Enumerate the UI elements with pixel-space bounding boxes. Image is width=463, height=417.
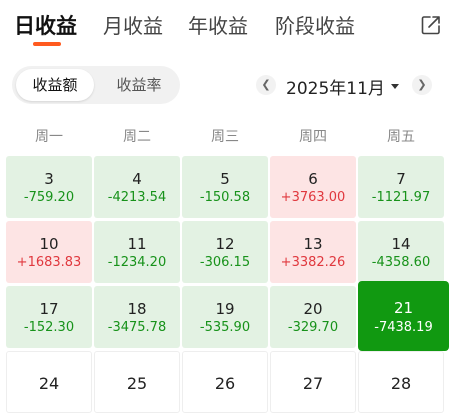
day-profit: -150.58 (199, 190, 251, 205)
day-number: 21 (393, 299, 414, 317)
day-number: 25 (126, 374, 148, 393)
day-number: 27 (302, 374, 324, 393)
calendar-day-cell[interactable]: 11 -1234.20 (94, 221, 180, 283)
day-profit: -759.20 (23, 190, 75, 205)
day-number: 18 (127, 300, 147, 318)
day-profit: -4213.54 (107, 190, 167, 205)
calendar-day-cell[interactable]: 18 -3475.78 (94, 286, 180, 348)
day-profit: +3763.00 (280, 190, 346, 205)
weekday-wed: 周三 (211, 129, 239, 145)
calendar-day-cell[interactable]: 17 -152.30 (6, 286, 92, 348)
tab-monthly-profit[interactable]: 月收益 (103, 14, 163, 38)
share-icon[interactable] (420, 14, 442, 36)
calendar-day-cell[interactable]: 6 +3763.00 (270, 156, 356, 218)
day-number: 28 (390, 374, 412, 393)
calendar-day-cell[interactable]: 27 (270, 351, 356, 413)
active-tab-indicator (33, 42, 61, 46)
calendar-day-cell[interactable]: 13 +3382.26 (270, 221, 356, 283)
calendar-day-cell[interactable]: 3 -759.20 (6, 156, 92, 218)
day-number: 14 (391, 235, 411, 253)
day-profit: -1121.97 (371, 190, 431, 205)
metric-toggle: 收益额 收益率 (12, 66, 180, 104)
day-number: 26 (214, 374, 236, 393)
day-profit: -7438.19 (374, 320, 433, 335)
day-number: 6 (308, 170, 318, 188)
calendar-day-cell[interactable]: 19 -535.90 (182, 286, 268, 348)
month-selector[interactable]: 2025年11月 (286, 79, 385, 99)
calendar-day-cell[interactable]: 20 -329.70 (270, 286, 356, 348)
weekday-thu: 周四 (299, 129, 327, 145)
day-profit: -152.30 (23, 320, 75, 335)
day-profit: +3382.26 (280, 255, 346, 270)
toggle-profit-amount[interactable]: 收益额 (16, 69, 94, 101)
caret-down-icon[interactable] (391, 84, 399, 89)
weekday-mon: 周一 (35, 129, 63, 145)
tab-daily-profit[interactable]: 日收益 (14, 14, 77, 38)
calendar-day-cell[interactable]: 5 -150.58 (182, 156, 268, 218)
calendar-day-cell[interactable]: 12 -306.15 (182, 221, 268, 283)
day-number: 4 (132, 170, 142, 188)
calendar-day-cell[interactable]: 14 -4358.60 (358, 221, 444, 283)
day-profit: -3475.78 (107, 320, 167, 335)
calendar-day-cell[interactable]: 24 (6, 351, 92, 413)
weekday-fri: 周五 (387, 129, 415, 145)
calendar-day-cell[interactable]: 10 +1683.83 (6, 221, 92, 283)
day-number: 7 (396, 170, 406, 188)
tab-yearly-profit[interactable]: 年收益 (188, 14, 248, 38)
chevron-right-icon[interactable]: ❯ (412, 75, 432, 95)
tab-period-profit[interactable]: 阶段收益 (275, 14, 355, 38)
toggle-profit-rate[interactable]: 收益率 (116, 76, 162, 94)
day-profit: -1234.20 (107, 255, 167, 270)
day-number: 20 (303, 300, 323, 318)
calendar-day-cell[interactable]: 26 (182, 351, 268, 413)
chevron-left-icon[interactable]: ❮ (256, 75, 276, 95)
calendar-day-cell[interactable]: 25 (94, 351, 180, 413)
day-number: 19 (215, 300, 235, 318)
day-profit: -4358.60 (371, 255, 431, 270)
profit-tabs: 日收益 月收益 年收益 阶段收益 (0, 0, 463, 52)
day-profit: -306.15 (199, 255, 251, 270)
calendar-day-cell[interactable]: 7 -1121.97 (358, 156, 444, 218)
day-number: 11 (127, 235, 147, 253)
day-number: 12 (215, 235, 235, 253)
calendar-day-cell-selected[interactable]: 21 -7438.19 (358, 281, 449, 351)
day-number: 17 (39, 300, 59, 318)
day-number: 13 (303, 235, 323, 253)
day-number: 10 (39, 235, 59, 253)
day-number: 5 (220, 170, 230, 188)
day-profit: -535.90 (199, 320, 251, 335)
calendar-day-cell[interactable]: 28 (358, 351, 444, 413)
day-number: 24 (38, 374, 60, 393)
calendar-day-cell[interactable]: 4 -4213.54 (94, 156, 180, 218)
day-profit: +1683.83 (16, 255, 82, 270)
day-number: 3 (44, 170, 54, 188)
weekday-tue: 周二 (123, 129, 151, 145)
day-profit: -329.70 (287, 320, 339, 335)
